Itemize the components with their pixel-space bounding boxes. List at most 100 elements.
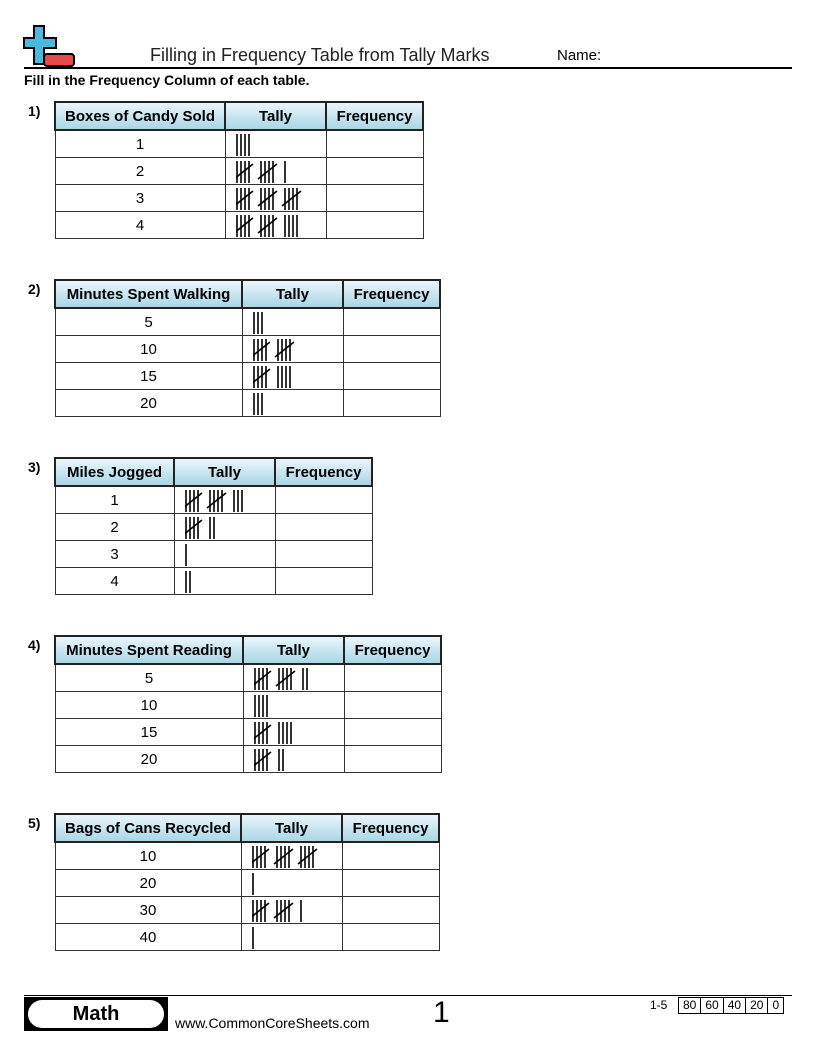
tally-marks — [252, 339, 294, 361]
column-header: Frequency — [343, 635, 442, 665]
column-header: Tally — [241, 279, 344, 309]
category-value: 2 — [54, 157, 226, 185]
plus-minus-logo-icon — [23, 25, 75, 67]
frequency-answer-cell[interactable] — [342, 362, 441, 390]
tally-cell — [224, 129, 327, 158]
name-label: Name: — [557, 47, 602, 64]
tally-marks — [252, 393, 263, 415]
frequency-answer-cell[interactable] — [274, 485, 373, 514]
table-row: 30 — [54, 896, 440, 924]
tally-marks — [235, 215, 298, 237]
tally-slash — [275, 670, 295, 687]
tally-slash — [251, 902, 269, 918]
tally-marks — [253, 695, 268, 717]
category-value: 15 — [54, 362, 243, 390]
frequency-answer-cell[interactable] — [274, 540, 373, 568]
tally-slash — [184, 519, 202, 535]
footer-divider — [24, 995, 792, 996]
header-divider — [24, 67, 792, 69]
tally-cell — [224, 184, 327, 212]
table-row: 3 — [54, 184, 424, 212]
frequency-answer-cell[interactable] — [274, 513, 373, 541]
column-header: Frequency — [325, 101, 424, 131]
frequency-answer-cell[interactable] — [343, 745, 442, 773]
category-value: 15 — [54, 718, 244, 746]
tally-slash — [253, 724, 271, 740]
tally-slash — [257, 163, 277, 180]
category-value: 1 — [54, 129, 226, 158]
subject-label: Math — [28, 1000, 164, 1028]
tally-slash — [253, 670, 271, 686]
category-value: 40 — [54, 923, 242, 951]
frequency-answer-cell[interactable] — [343, 663, 442, 692]
column-header: Frequency — [274, 457, 373, 487]
problem-number: 4) — [28, 637, 41, 653]
frequency-table: Miles Jogged Tally Frequency 1 2 3 4 — [54, 457, 373, 595]
tally-slash — [251, 848, 269, 864]
table-row: 5 — [54, 307, 441, 336]
problem-number: 5) — [28, 815, 41, 831]
column-header: Tally — [240, 813, 343, 843]
score-range: 1-5 — [650, 998, 668, 1012]
table-row: 20 — [54, 389, 441, 417]
category-value: 20 — [54, 745, 244, 773]
frequency-answer-cell[interactable] — [325, 211, 424, 239]
tally-marks — [235, 188, 301, 210]
table-row: 4 — [54, 567, 373, 595]
tally-cell — [242, 718, 345, 746]
column-header: Tally — [242, 635, 345, 665]
tally-slash — [235, 217, 253, 233]
column-header: Frequency — [342, 279, 441, 309]
tally-marks — [184, 490, 243, 512]
tally-cell — [173, 513, 276, 541]
tally-marks — [251, 927, 254, 949]
frequency-answer-cell[interactable] — [325, 184, 424, 212]
tally-marks — [184, 517, 215, 539]
frequency-answer-cell[interactable] — [342, 335, 441, 363]
table-row: 5 — [54, 663, 442, 692]
frequency-answer-cell[interactable] — [341, 869, 440, 897]
table-row: 10 — [54, 841, 440, 870]
frequency-answer-cell[interactable] — [341, 896, 440, 924]
tally-cell — [173, 540, 276, 568]
website-link[interactable]: www.CommonCoreSheets.com — [175, 1015, 370, 1031]
table-row: 4 — [54, 211, 424, 239]
tally-marks — [184, 544, 187, 566]
frequency-answer-cell[interactable] — [342, 307, 441, 336]
table-row: 3 — [54, 540, 373, 568]
frequency-answer-cell[interactable] — [341, 841, 440, 870]
tally-marks — [251, 846, 317, 868]
tally-cell — [241, 362, 344, 390]
score-box: 80 — [683, 998, 697, 1012]
table-row: 10 — [54, 335, 441, 363]
column-header: Bags of Cans Recycled — [54, 813, 242, 843]
frequency-answer-cell[interactable] — [343, 691, 442, 719]
problem-number: 3) — [28, 459, 41, 475]
tally-slash — [273, 902, 293, 919]
frequency-answer-cell[interactable] — [341, 923, 440, 951]
score-box: 40 — [722, 998, 745, 1013]
frequency-table: Minutes Spent Reading Tally Frequency 5 10 15… — [54, 635, 442, 773]
column-header: Tally — [224, 101, 327, 131]
tally-slash — [297, 848, 317, 865]
frequency-answer-cell[interactable] — [343, 718, 442, 746]
tally-slash — [252, 341, 270, 357]
table-row: 1 — [54, 129, 424, 158]
tally-cell — [242, 691, 345, 719]
category-value: 3 — [54, 540, 175, 568]
frequency-answer-cell[interactable] — [274, 567, 373, 595]
column-header: Tally — [173, 457, 276, 487]
page-number: 1 — [433, 996, 450, 1029]
category-value: 20 — [54, 389, 243, 417]
tally-marks — [252, 366, 291, 388]
tally-marks — [253, 722, 292, 744]
problem-number: 1) — [28, 103, 41, 119]
tally-slash — [273, 848, 293, 865]
frequency-answer-cell[interactable] — [342, 389, 441, 417]
frequency-answer-cell[interactable] — [325, 129, 424, 158]
tally-cell — [240, 841, 343, 870]
tally-cell — [224, 157, 327, 185]
frequency-answer-cell[interactable] — [325, 157, 424, 185]
column-header: Frequency — [341, 813, 440, 843]
tally-slash — [257, 217, 277, 234]
